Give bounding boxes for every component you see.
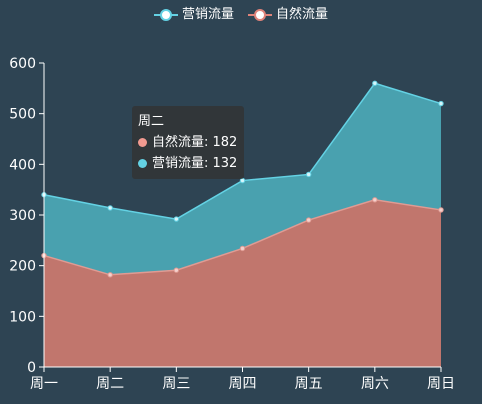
data-point-marketing[interactable] — [372, 80, 378, 86]
legend-item-natural[interactable]: 自然流量 — [248, 4, 328, 26]
y-tick-label: 600 — [9, 56, 36, 72]
legend-item-marketing[interactable]: 营销流量 — [153, 4, 234, 26]
y-tick-label: 300 — [9, 208, 36, 224]
y-tick-label: 500 — [9, 107, 36, 123]
data-point-natural[interactable] — [438, 207, 444, 213]
x-tick-label: 周日 — [427, 376, 455, 392]
x-tick-label: 周三 — [162, 376, 190, 392]
data-point-marketing[interactable] — [239, 177, 246, 184]
tooltip-row-label: 自然流量: 182 — [152, 135, 238, 150]
legend-marker-icon — [153, 8, 178, 22]
legend: 营销流量 自然流量 — [0, 4, 482, 26]
data-point-natural[interactable] — [239, 245, 246, 252]
x-tick-label: 周四 — [229, 376, 257, 392]
series-area-natural — [44, 199, 441, 367]
y-tick-label: 0 — [27, 360, 36, 376]
series-dot-icon — [138, 159, 147, 168]
x-tick-label: 周五 — [295, 376, 323, 392]
x-tick-label: 周一 — [30, 376, 58, 392]
y-tick-label: 200 — [9, 259, 36, 275]
data-point-marketing[interactable] — [305, 171, 312, 178]
data-point-natural[interactable] — [173, 267, 180, 273]
x-tick-label: 周六 — [361, 376, 389, 392]
legend-label: 营销流量 — [181, 7, 234, 22]
legend-label: 自然流量 — [276, 7, 329, 22]
data-point-natural[interactable] — [107, 272, 113, 278]
tooltip-row-label: 营销流量: 132 — [152, 156, 238, 171]
series-dot-icon — [138, 138, 147, 147]
tooltip-row-natural: 自然流量: 182 — [138, 132, 238, 153]
data-point-natural[interactable] — [305, 217, 312, 223]
data-point-natural[interactable] — [372, 197, 378, 203]
data-point-marketing[interactable] — [107, 205, 113, 211]
y-tick-label: 400 — [9, 157, 36, 173]
tooltip: 周二 自然流量: 182 营销流量: 132 — [132, 106, 244, 179]
y-tick-label: 100 — [9, 309, 36, 325]
data-point-marketing[interactable] — [438, 100, 444, 107]
legend-marker-icon — [248, 8, 272, 22]
series-area-marketing — [44, 83, 441, 275]
data-point-marketing[interactable] — [173, 216, 180, 222]
tooltip-row-marketing: 营销流量: 132 — [138, 153, 238, 174]
tooltip-title: 周二 — [138, 114, 165, 129]
x-tick-label: 周二 — [96, 376, 124, 392]
